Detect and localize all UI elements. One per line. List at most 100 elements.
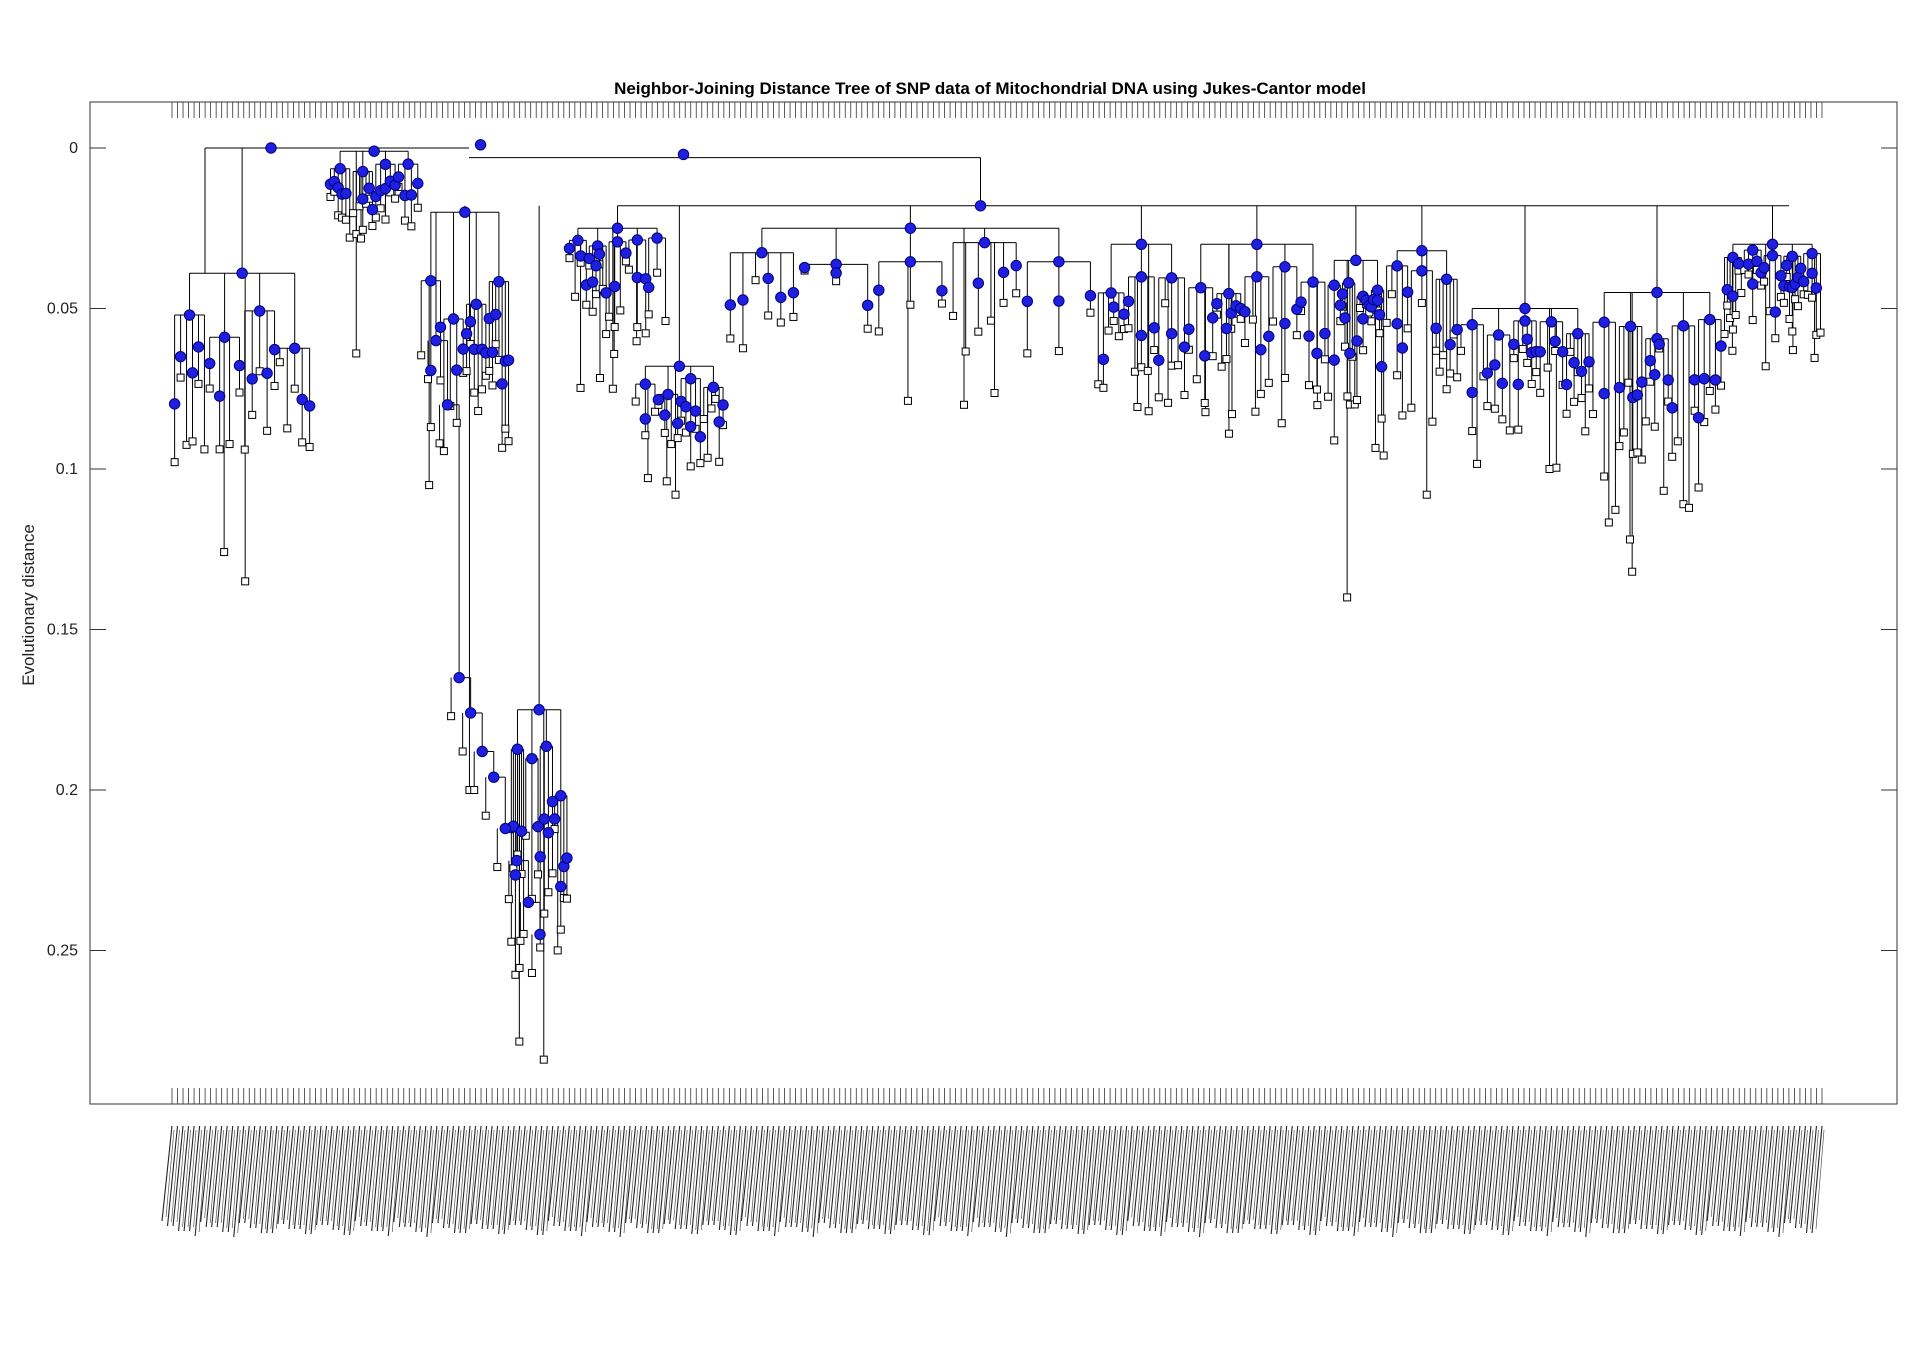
leaf-label-stroke	[463, 1129, 473, 1230]
branch-node	[1698, 373, 1710, 385]
leaf-label	[293, 1125, 305, 1230]
branch-node	[532, 820, 544, 833]
leaf-label-stroke	[739, 1129, 749, 1232]
leaf-node	[553, 946, 562, 955]
leaf-label	[1309, 1125, 1321, 1236]
leaf-label-stroke	[353, 1129, 362, 1232]
leaf-node	[562, 894, 571, 903]
leaf-label	[178, 1125, 190, 1232]
leaf-label	[1563, 1125, 1575, 1228]
leaf-node	[515, 963, 524, 972]
leaf-label	[900, 1125, 913, 1226]
leaf-label-stroke	[551, 1129, 561, 1218]
branch-node	[412, 177, 424, 190]
branch-node	[379, 158, 392, 170]
branch-node	[1107, 301, 1120, 313]
branch-node	[486, 346, 499, 359]
leaf-node	[488, 381, 497, 390]
leaf-label	[332, 1125, 344, 1231]
leaf-label	[1375, 1125, 1387, 1228]
leaf-label	[834, 1125, 846, 1229]
leaf-label	[1430, 1125, 1442, 1234]
leaf-label	[338, 1125, 350, 1231]
leaf-node	[1668, 452, 1677, 461]
leaf-label-stroke	[1280, 1129, 1290, 1231]
leaf-label	[862, 1125, 874, 1225]
leaf-node	[1659, 486, 1668, 495]
leaf-node	[1428, 417, 1437, 426]
leaf-node	[1545, 465, 1554, 473]
branch-node	[1351, 335, 1363, 347]
leaf-label-stroke	[1076, 1129, 1085, 1226]
leaf-label	[343, 1125, 355, 1236]
leaf-node	[1717, 381, 1726, 390]
leaf-label-stroke	[651, 1129, 660, 1230]
leaf-node	[1505, 426, 1514, 435]
leaf-label	[1425, 1125, 1437, 1234]
leaf-label-stroke	[1407, 1129, 1416, 1220]
leaf-node	[1375, 329, 1384, 338]
leaf-label	[724, 1125, 736, 1231]
leaf-node	[1442, 385, 1451, 394]
branch-node	[1709, 374, 1722, 386]
branch-node	[363, 182, 375, 194]
leaf-label-stroke	[408, 1129, 418, 1224]
leaf-label-stroke	[1125, 1129, 1135, 1232]
leaf-label	[299, 1125, 311, 1230]
leaf-node	[1650, 422, 1659, 431]
leaf-label-stroke	[1153, 1129, 1163, 1228]
leaf-label	[1215, 1125, 1227, 1229]
leaf-label-stroke	[1120, 1129, 1130, 1232]
leaf-label-stroke	[938, 1129, 947, 1218]
leaf-node	[391, 194, 400, 203]
branch-node	[1519, 302, 1531, 315]
leaf-label-stroke	[524, 1129, 534, 1222]
leaf-node	[1133, 402, 1142, 411]
leaf-label	[613, 1125, 626, 1233]
leaf-label	[1254, 1125, 1266, 1230]
leaf-label-stroke	[695, 1129, 705, 1231]
leaf-label-stroke	[905, 1129, 914, 1222]
branch-node	[1727, 290, 1739, 302]
leaf-node	[1379, 451, 1388, 460]
leaf-node	[1585, 384, 1594, 393]
branch-node	[972, 277, 985, 289]
branch-node	[534, 851, 546, 863]
leaf-node	[478, 385, 487, 394]
leaf-label-stroke	[860, 1129, 870, 1221]
leaf-node	[937, 299, 946, 308]
branch-node	[546, 795, 559, 808]
leaf-label-stroke	[1754, 1129, 1764, 1224]
branch-node	[563, 242, 576, 255]
leaf-label	[194, 1125, 206, 1237]
leaf-node	[1483, 402, 1492, 411]
leaf-label	[569, 1125, 581, 1232]
leaf-label	[536, 1125, 548, 1236]
leaf-label	[1640, 1125, 1652, 1230]
branch-node	[1810, 282, 1823, 294]
leaf-label-stroke	[634, 1129, 644, 1220]
branch-node	[1769, 306, 1782, 318]
leaf-label-stroke	[485, 1129, 495, 1226]
leaf-label	[1596, 1125, 1608, 1224]
leaf-label	[939, 1125, 951, 1227]
leaf-label-stroke	[1583, 1129, 1593, 1229]
leaf-label-stroke	[1247, 1129, 1256, 1221]
leaf-node	[1403, 324, 1412, 333]
leaf-label-stroke	[469, 1129, 478, 1230]
leaf-node	[215, 445, 224, 454]
leaf-node	[1352, 395, 1361, 404]
leaf-label-stroke	[678, 1129, 688, 1226]
leaf-node	[1143, 366, 1152, 375]
branch-node	[707, 381, 720, 394]
leaf-label-stroke	[998, 1129, 1008, 1229]
leaf-label-stroke	[1567, 1129, 1577, 1224]
leaf-label-stroke	[1523, 1129, 1532, 1223]
leaf-node	[170, 458, 179, 467]
leaf-node	[548, 869, 557, 878]
leaf-node	[1788, 346, 1797, 355]
branch-node	[1572, 327, 1584, 340]
leaf-label-stroke	[1318, 1129, 1328, 1232]
leaf-node	[345, 233, 354, 242]
